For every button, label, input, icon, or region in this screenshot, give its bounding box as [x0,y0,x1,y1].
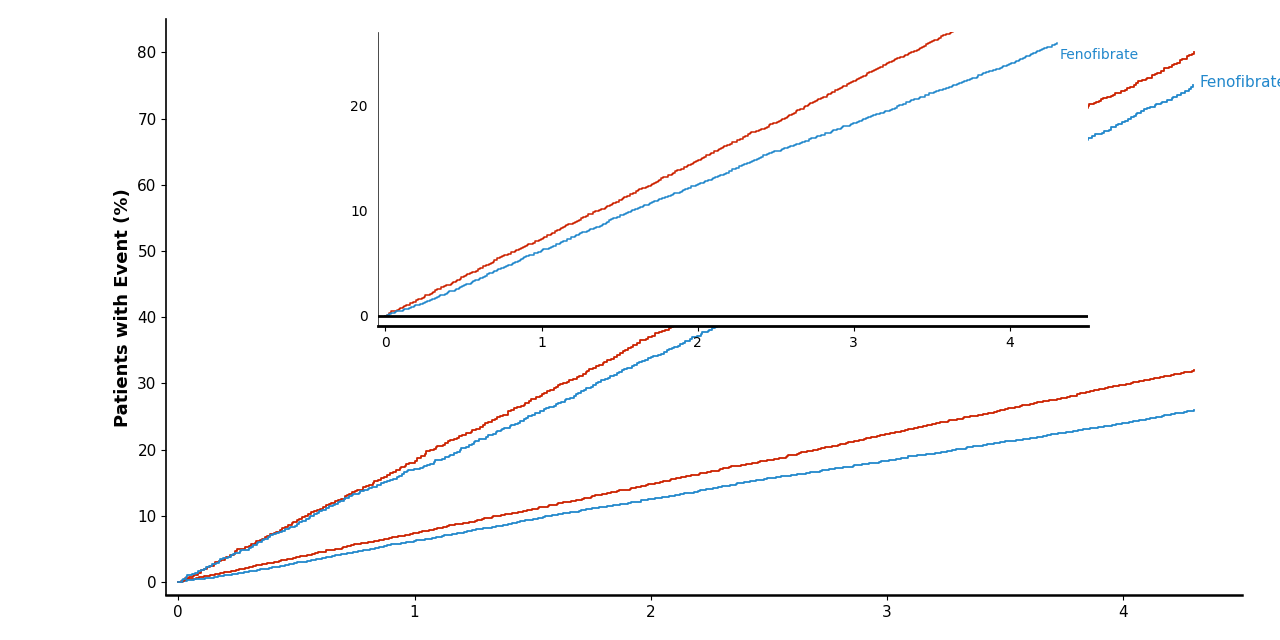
Text: Fenofibrate: Fenofibrate [1060,48,1139,62]
Y-axis label: Patients with Event (%): Patients with Event (%) [114,188,132,427]
Text: Fenofibrate: Fenofibrate [1199,75,1280,90]
